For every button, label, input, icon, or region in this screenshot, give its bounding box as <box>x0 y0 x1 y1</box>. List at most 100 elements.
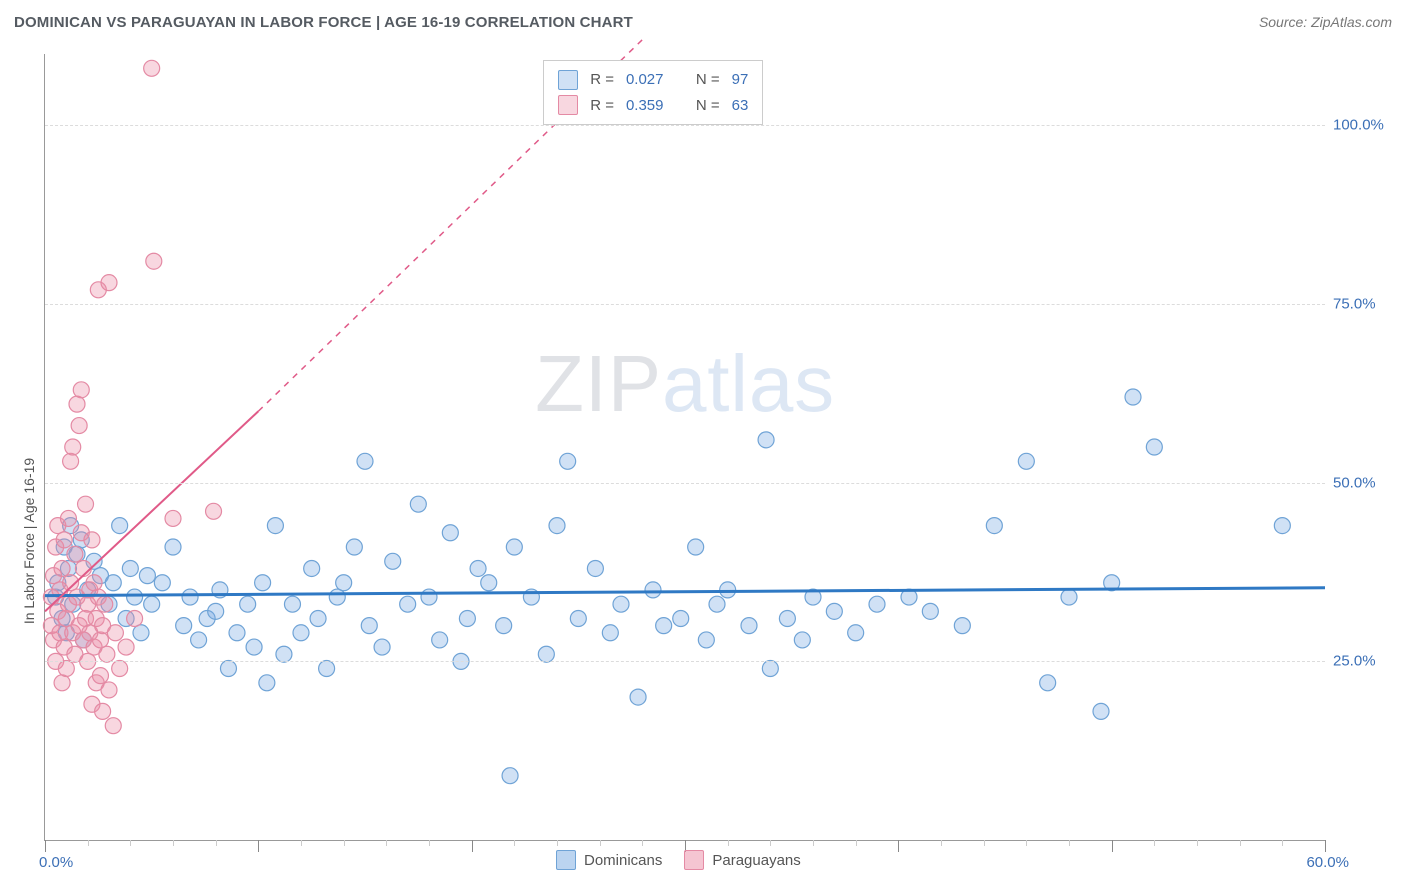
x-tick <box>1154 840 1155 846</box>
scatter-point <box>758 432 774 448</box>
scatter-point <box>60 510 76 526</box>
scatter-point <box>613 596 629 612</box>
legend-bottom: DominicansParaguayans <box>556 850 801 870</box>
scatter-point <box>139 568 155 584</box>
scatter-point <box>84 532 100 548</box>
scatter-point <box>1018 453 1034 469</box>
scatter-point <box>459 610 475 626</box>
x-tick <box>1325 840 1326 852</box>
scatter-point <box>410 496 426 512</box>
stats-n-value: 63 <box>732 93 749 119</box>
scatter-point <box>240 596 256 612</box>
x-tick <box>856 840 857 846</box>
scatter-point <box>442 525 458 541</box>
scatter-point <box>220 661 236 677</box>
x-tick <box>600 840 601 846</box>
scatter-point <box>709 596 725 612</box>
legend-swatch <box>684 850 704 870</box>
scatter-point <box>208 603 224 619</box>
scatter-point <box>538 646 554 662</box>
scatter-point <box>1146 439 1162 455</box>
scatter-point <box>400 596 416 612</box>
stats-r-value: 0.027 <box>626 67 664 93</box>
scatter-point <box>385 553 401 569</box>
scatter-point <box>304 560 320 576</box>
scatter-point <box>587 560 603 576</box>
scatter-point <box>481 575 497 591</box>
x-tick <box>1112 840 1113 852</box>
x-tick <box>770 840 771 846</box>
gridline-h <box>45 661 1325 662</box>
scatter-point <box>122 560 138 576</box>
x-tick <box>898 840 899 852</box>
x-tick <box>1282 840 1283 846</box>
scatter-point <box>779 610 795 626</box>
scatter-point <box>1040 675 1056 691</box>
scatter-point <box>502 768 518 784</box>
x-tick <box>130 840 131 846</box>
gridline-h <box>45 304 1325 305</box>
scatter-point <box>645 582 661 598</box>
scatter-point <box>954 618 970 634</box>
x-tick <box>472 840 473 852</box>
scatter-point <box>67 546 83 562</box>
scatter-point <box>421 589 437 605</box>
scatter-point <box>146 253 162 269</box>
scatter-point <box>374 639 390 655</box>
legend-swatch <box>556 850 576 870</box>
scatter-point <box>58 661 74 677</box>
stats-n-label: N = <box>696 67 720 93</box>
scatter-point <box>246 639 262 655</box>
chart-header: DOMINICAN VS PARAGUAYAN IN LABOR FORCE |… <box>0 0 1406 44</box>
x-tick <box>642 840 643 846</box>
scatter-point <box>54 560 70 576</box>
scatter-point <box>99 646 115 662</box>
scatter-point <box>656 618 672 634</box>
stats-n-label: N = <box>696 93 720 119</box>
gridline-h <box>45 125 1325 126</box>
x-tick-min-label: 0.0% <box>39 854 73 871</box>
scatter-point <box>133 625 149 641</box>
x-tick <box>941 840 942 846</box>
x-tick <box>45 840 46 852</box>
scatter-point <box>92 668 108 684</box>
scatter-point <box>144 596 160 612</box>
scatter-point <box>869 596 885 612</box>
scatter-point <box>276 646 292 662</box>
stats-swatch <box>558 70 578 90</box>
legend-label: Dominicans <box>584 852 662 869</box>
scatter-point <box>165 539 181 555</box>
scatter-point <box>105 718 121 734</box>
scatter-point <box>65 439 81 455</box>
x-tick <box>1069 840 1070 846</box>
scatter-point <box>267 518 283 534</box>
legend-item: Dominicans <box>556 850 662 870</box>
scatter-point <box>762 661 778 677</box>
scatter-point <box>97 596 113 612</box>
scatter-point <box>127 589 143 605</box>
x-tick <box>258 840 259 852</box>
scatter-point <box>1125 389 1141 405</box>
scatter-point <box>357 453 373 469</box>
scatter-point <box>63 453 79 469</box>
scatter-point <box>176 618 192 634</box>
plot-area: ZIPatlas In Labor Force | Age 16-19 25.0… <box>44 54 1325 841</box>
scatter-point <box>329 589 345 605</box>
scatter-point <box>259 675 275 691</box>
x-tick <box>1026 840 1027 846</box>
scatter-point <box>470 560 486 576</box>
scatter-point <box>56 532 72 548</box>
scatter-point <box>86 575 102 591</box>
scatter-point <box>549 518 565 534</box>
x-tick <box>1240 840 1241 846</box>
scatter-point <box>206 503 222 519</box>
scatter-point <box>127 610 143 626</box>
scatter-point <box>95 703 111 719</box>
stats-row: R =0.027 N =97 <box>558 67 748 93</box>
gridline-h <box>45 483 1325 484</box>
x-tick <box>386 840 387 846</box>
scatter-point <box>78 496 94 512</box>
scatter-point <box>496 618 512 634</box>
chart-title: DOMINICAN VS PARAGUAYAN IN LABOR FORCE |… <box>14 14 633 31</box>
x-tick <box>1197 840 1198 846</box>
